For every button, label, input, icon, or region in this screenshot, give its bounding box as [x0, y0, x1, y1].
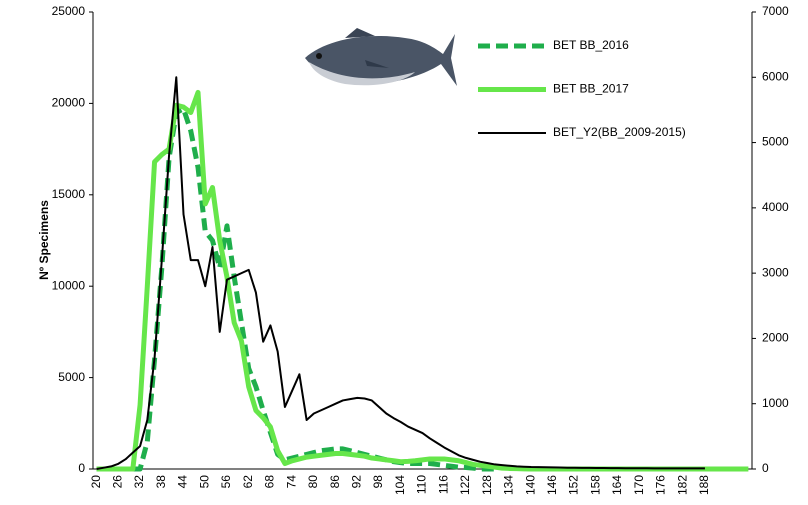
y-axis-title: Nº Specimens: [37, 200, 51, 280]
x-tick-label: 122: [458, 475, 472, 495]
y-tick-label: 15000: [52, 187, 86, 201]
x-tick-label: 32: [132, 475, 146, 489]
x-tick-label: 44: [176, 475, 190, 489]
x-tick-label: 146: [545, 475, 559, 495]
tuna-icon: [305, 28, 457, 86]
x-tick-label: 164: [610, 475, 624, 495]
x-tick-label: 152: [567, 475, 581, 495]
x-tick-label: 110: [415, 475, 429, 494]
y-tick-label: 0: [78, 461, 85, 475]
legend-label: BET_Y2(BB_2009-2015): [553, 125, 686, 139]
x-tick-label: 68: [263, 475, 277, 489]
x-tick-label: 176: [654, 475, 668, 495]
x-tick-label: 98: [371, 475, 385, 489]
x-tick-label: 104: [393, 475, 407, 495]
y-tick-label: 20000: [52, 96, 86, 110]
y2-tick-label: 7000: [762, 4, 789, 18]
y2-tick-label: 0: [762, 461, 769, 475]
y2-tick-label: 4000: [762, 200, 789, 214]
y2-tick-label: 5000: [762, 135, 789, 149]
x-tick-label: 140: [523, 475, 537, 495]
x-tick-label: 170: [632, 475, 646, 495]
legend-label: BET BB_2017: [553, 82, 629, 96]
series-line: [96, 76, 705, 470]
x-tick-label: 26: [111, 475, 125, 489]
x-tick-label: 38: [154, 475, 168, 489]
x-tick-label: 56: [219, 475, 233, 489]
x-tick-label: 188: [697, 475, 711, 495]
y-tick-label: 25000: [52, 4, 86, 18]
y2-tick-label: 1000: [762, 396, 789, 410]
x-tick-label: 128: [480, 475, 494, 495]
x-tick-label: 50: [197, 475, 211, 489]
x-tick-label: 20: [89, 475, 103, 489]
y2-tick-label: 3000: [762, 265, 789, 279]
y-tick-label: 5000: [58, 370, 85, 384]
x-tick-label: 74: [284, 475, 298, 489]
x-tick-label: 182: [675, 475, 689, 495]
x-tick-label: 80: [306, 475, 320, 489]
x-tick-label: 134: [502, 475, 516, 495]
x-tick-label: 92: [349, 475, 363, 489]
x-tick-label: 158: [588, 475, 602, 495]
x-tick-label: 116: [436, 475, 450, 494]
y2-tick-label: 6000: [762, 69, 789, 83]
legend-label: BET BB_2016: [553, 38, 629, 52]
series-line: [96, 106, 495, 472]
y-tick-label: 10000: [52, 278, 86, 292]
x-tick-label: 86: [328, 475, 342, 489]
x-tick-label: 62: [241, 475, 255, 489]
y2-tick-label: 2000: [762, 331, 789, 345]
